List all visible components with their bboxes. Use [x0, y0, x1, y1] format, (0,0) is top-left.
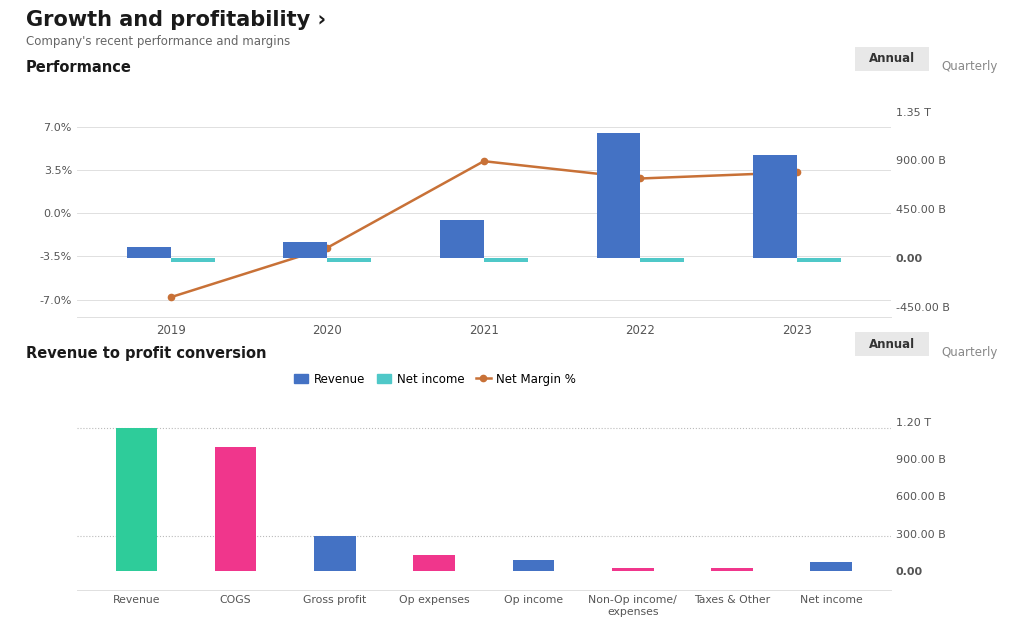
- Bar: [484, 258, 527, 262]
- Text: Annual: Annual: [868, 338, 915, 351]
- Bar: [414, 555, 455, 571]
- Bar: [314, 536, 355, 571]
- Bar: [284, 242, 328, 258]
- Bar: [597, 133, 640, 258]
- Bar: [612, 568, 653, 571]
- Text: Revenue to profit conversion: Revenue to profit conversion: [26, 346, 266, 361]
- Text: Annual: Annual: [868, 53, 915, 65]
- Text: Company's recent performance and margins: Company's recent performance and margins: [26, 35, 290, 48]
- Text: Quarterly: Quarterly: [941, 60, 997, 74]
- Text: Performance: Performance: [26, 60, 131, 75]
- Bar: [116, 428, 158, 571]
- Bar: [513, 560, 554, 571]
- Bar: [753, 155, 797, 258]
- Text: Quarterly: Quarterly: [941, 346, 997, 359]
- Bar: [440, 220, 484, 258]
- Bar: [640, 258, 684, 262]
- Bar: [328, 258, 371, 262]
- Bar: [712, 568, 753, 571]
- Bar: [171, 258, 215, 262]
- Bar: [797, 258, 841, 262]
- Bar: [127, 247, 171, 258]
- Bar: [810, 562, 852, 571]
- Legend: Revenue, Net income, Net Margin %: Revenue, Net income, Net Margin %: [289, 368, 581, 391]
- Bar: [215, 447, 256, 571]
- Text: Growth and profitability ›: Growth and profitability ›: [26, 10, 326, 30]
